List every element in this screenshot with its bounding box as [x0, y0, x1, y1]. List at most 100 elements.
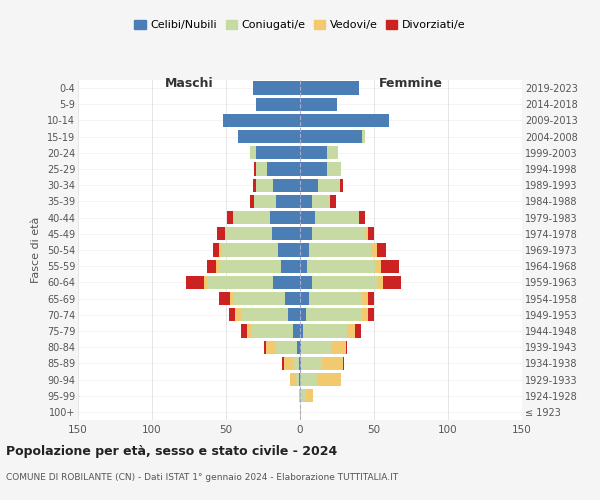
Bar — [300, 324, 303, 338]
Bar — [371, 244, 377, 256]
Bar — [238, 130, 300, 143]
Bar — [299, 356, 300, 370]
Bar — [312, 276, 377, 289]
Bar — [218, 260, 281, 273]
Bar — [233, 292, 285, 305]
Bar — [312, 195, 329, 208]
Bar — [207, 276, 274, 289]
Bar — [204, 276, 207, 289]
Bar — [277, 195, 300, 208]
Text: Maschi: Maschi — [164, 77, 214, 90]
Bar — [300, 340, 301, 354]
Bar — [300, 356, 301, 370]
Bar — [312, 227, 365, 240]
Bar — [241, 324, 247, 338]
Bar — [256, 98, 300, 111]
Bar — [326, 146, 338, 160]
Bar — [322, 356, 343, 370]
Bar — [340, 178, 343, 192]
Bar — [207, 260, 215, 273]
Y-axis label: Fasce di età: Fasce di età — [31, 217, 41, 283]
Bar — [254, 195, 277, 208]
Bar — [293, 356, 299, 370]
Bar — [299, 373, 300, 386]
Bar — [300, 292, 309, 305]
Bar — [224, 227, 272, 240]
Bar — [300, 244, 309, 256]
Bar — [300, 389, 306, 402]
Bar — [300, 260, 307, 273]
Y-axis label: Anni di nascita: Anni di nascita — [597, 208, 600, 291]
Bar — [365, 227, 368, 240]
Bar — [218, 292, 230, 305]
Bar — [281, 260, 300, 273]
Bar — [315, 211, 359, 224]
Bar — [300, 373, 318, 386]
Bar — [329, 195, 335, 208]
Bar — [266, 340, 277, 354]
Bar — [300, 406, 301, 418]
Bar — [355, 324, 361, 338]
Bar — [383, 276, 401, 289]
Bar — [268, 162, 300, 175]
Bar — [256, 178, 274, 192]
Bar — [253, 178, 256, 192]
Text: Femmine: Femmine — [379, 77, 443, 90]
Bar — [300, 162, 326, 175]
Legend: Celibi/Nubili, Coniugati/e, Vedovi/e, Divorziati/e: Celibi/Nubili, Coniugati/e, Vedovi/e, Di… — [130, 16, 470, 35]
Bar — [293, 324, 300, 338]
Bar — [377, 276, 383, 289]
Bar — [290, 373, 296, 386]
Bar — [303, 324, 347, 338]
Bar — [300, 227, 312, 240]
Bar — [218, 244, 221, 256]
Bar — [265, 340, 266, 354]
Bar — [300, 178, 318, 192]
Bar — [301, 340, 331, 354]
Bar — [362, 292, 368, 305]
Bar — [297, 340, 300, 354]
Bar — [250, 146, 256, 160]
Bar — [300, 98, 337, 111]
Bar — [271, 211, 300, 224]
Bar — [362, 130, 365, 143]
Bar — [256, 162, 268, 175]
Bar — [300, 146, 326, 160]
Bar — [230, 292, 233, 305]
Text: Popolazione per età, sesso e stato civile - 2024: Popolazione per età, sesso e stato civil… — [6, 445, 337, 458]
Bar — [343, 356, 344, 370]
Bar — [347, 324, 355, 338]
Bar — [300, 130, 362, 143]
Bar — [306, 389, 313, 402]
Bar — [282, 356, 284, 370]
Bar — [368, 227, 374, 240]
Bar — [300, 114, 389, 127]
Bar — [223, 114, 300, 127]
Bar — [359, 211, 365, 224]
Bar — [217, 227, 224, 240]
Bar — [300, 195, 312, 208]
Bar — [250, 195, 254, 208]
Bar — [278, 244, 300, 256]
Bar — [309, 292, 362, 305]
Bar — [254, 162, 256, 175]
Bar — [331, 340, 346, 354]
Bar — [247, 324, 251, 338]
Bar — [274, 276, 300, 289]
Bar — [296, 373, 299, 386]
Bar — [241, 308, 288, 322]
Bar — [256, 146, 300, 160]
Bar — [233, 211, 271, 224]
Bar — [368, 308, 374, 322]
Bar — [235, 308, 241, 322]
Bar — [285, 292, 300, 305]
Bar — [215, 260, 218, 273]
Bar — [306, 308, 362, 322]
Bar — [227, 211, 233, 224]
Bar — [284, 356, 293, 370]
Bar — [300, 211, 315, 224]
Bar — [318, 178, 340, 192]
Bar — [299, 389, 300, 402]
Bar — [346, 340, 347, 354]
Bar — [253, 82, 300, 94]
